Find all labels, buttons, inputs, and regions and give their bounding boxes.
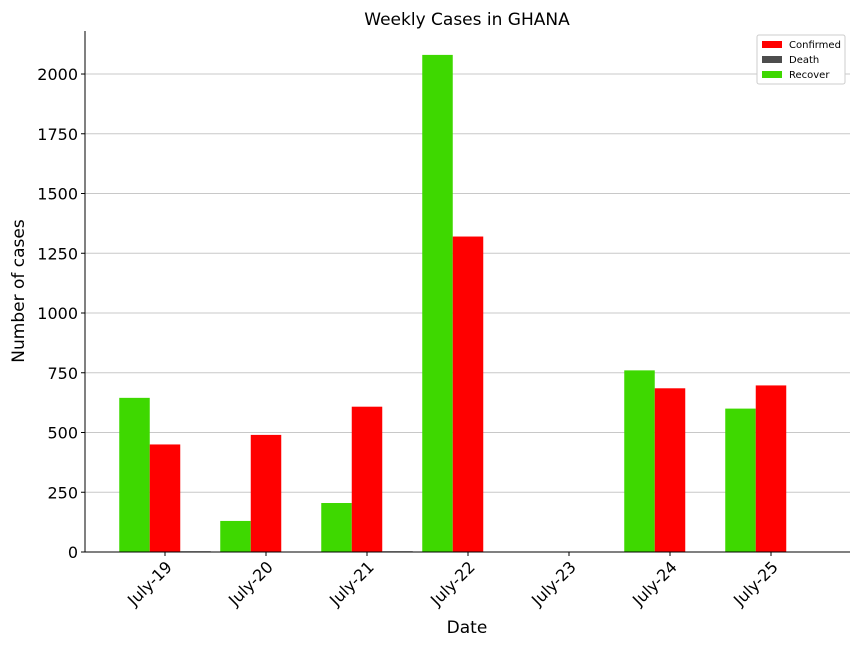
legend-swatch-confirmed (762, 41, 782, 48)
bar-recover-july-25 (725, 409, 756, 552)
legend-swatch-death (762, 56, 782, 63)
x-tick-label: July-23 (527, 557, 580, 610)
bar-confirmed-july-24 (655, 388, 686, 552)
y-tick-label: 2000 (37, 65, 78, 84)
bar-confirmed-july-22 (453, 237, 484, 552)
bar-confirmed-july-19 (150, 444, 181, 552)
x-tick-label: July-25 (729, 557, 782, 610)
bar-recover-july-22 (422, 55, 453, 552)
x-tick-label: July-24 (628, 557, 681, 610)
x-tick-label: July-19 (123, 557, 176, 610)
x-tick-label: July-20 (224, 557, 277, 610)
x-tick-layer: July-19 July-20 July-21 July-22 July-23 July-… (123, 552, 782, 610)
bar-recover-july-19 (119, 398, 150, 552)
bar-confirmed-july-21 (352, 407, 383, 552)
bar-recover-july-20 (220, 521, 251, 552)
y-tick-label: 0 (68, 543, 78, 562)
legend-label-confirmed: Confirmed (789, 40, 841, 51)
y-tick-layer: 0 250 500 750 1000 1250 1500 1750 2000 (37, 65, 85, 562)
bar-layer (119, 55, 786, 552)
legend-label-death: Death (789, 55, 819, 66)
y-tick-label: 1250 (37, 244, 78, 263)
x-tick-label: July-22 (426, 557, 479, 610)
y-tick-label: 250 (47, 483, 78, 502)
legend-swatch-recover (762, 71, 782, 78)
bar-recover-july-24 (624, 370, 655, 552)
bar-confirmed-july-25 (756, 385, 787, 552)
x-axis-label: Date (447, 618, 488, 638)
y-tick-label: 1500 (37, 185, 78, 204)
y-tick-label: 750 (47, 364, 78, 383)
legend: Confirmed Death Recover (757, 35, 845, 84)
chart-title: Weekly Cases in GHANA (364, 10, 570, 30)
y-axis-label: Number of cases (9, 219, 29, 363)
y-tick-label: 1000 (37, 304, 78, 323)
bar-confirmed-july-20 (251, 435, 282, 552)
x-tick-label: July-21 (325, 557, 378, 610)
bar-recover-july-21 (321, 503, 352, 552)
legend-label-recover: Recover (789, 70, 830, 81)
y-tick-label: 1750 (37, 125, 78, 144)
y-tick-label: 500 (47, 424, 78, 443)
